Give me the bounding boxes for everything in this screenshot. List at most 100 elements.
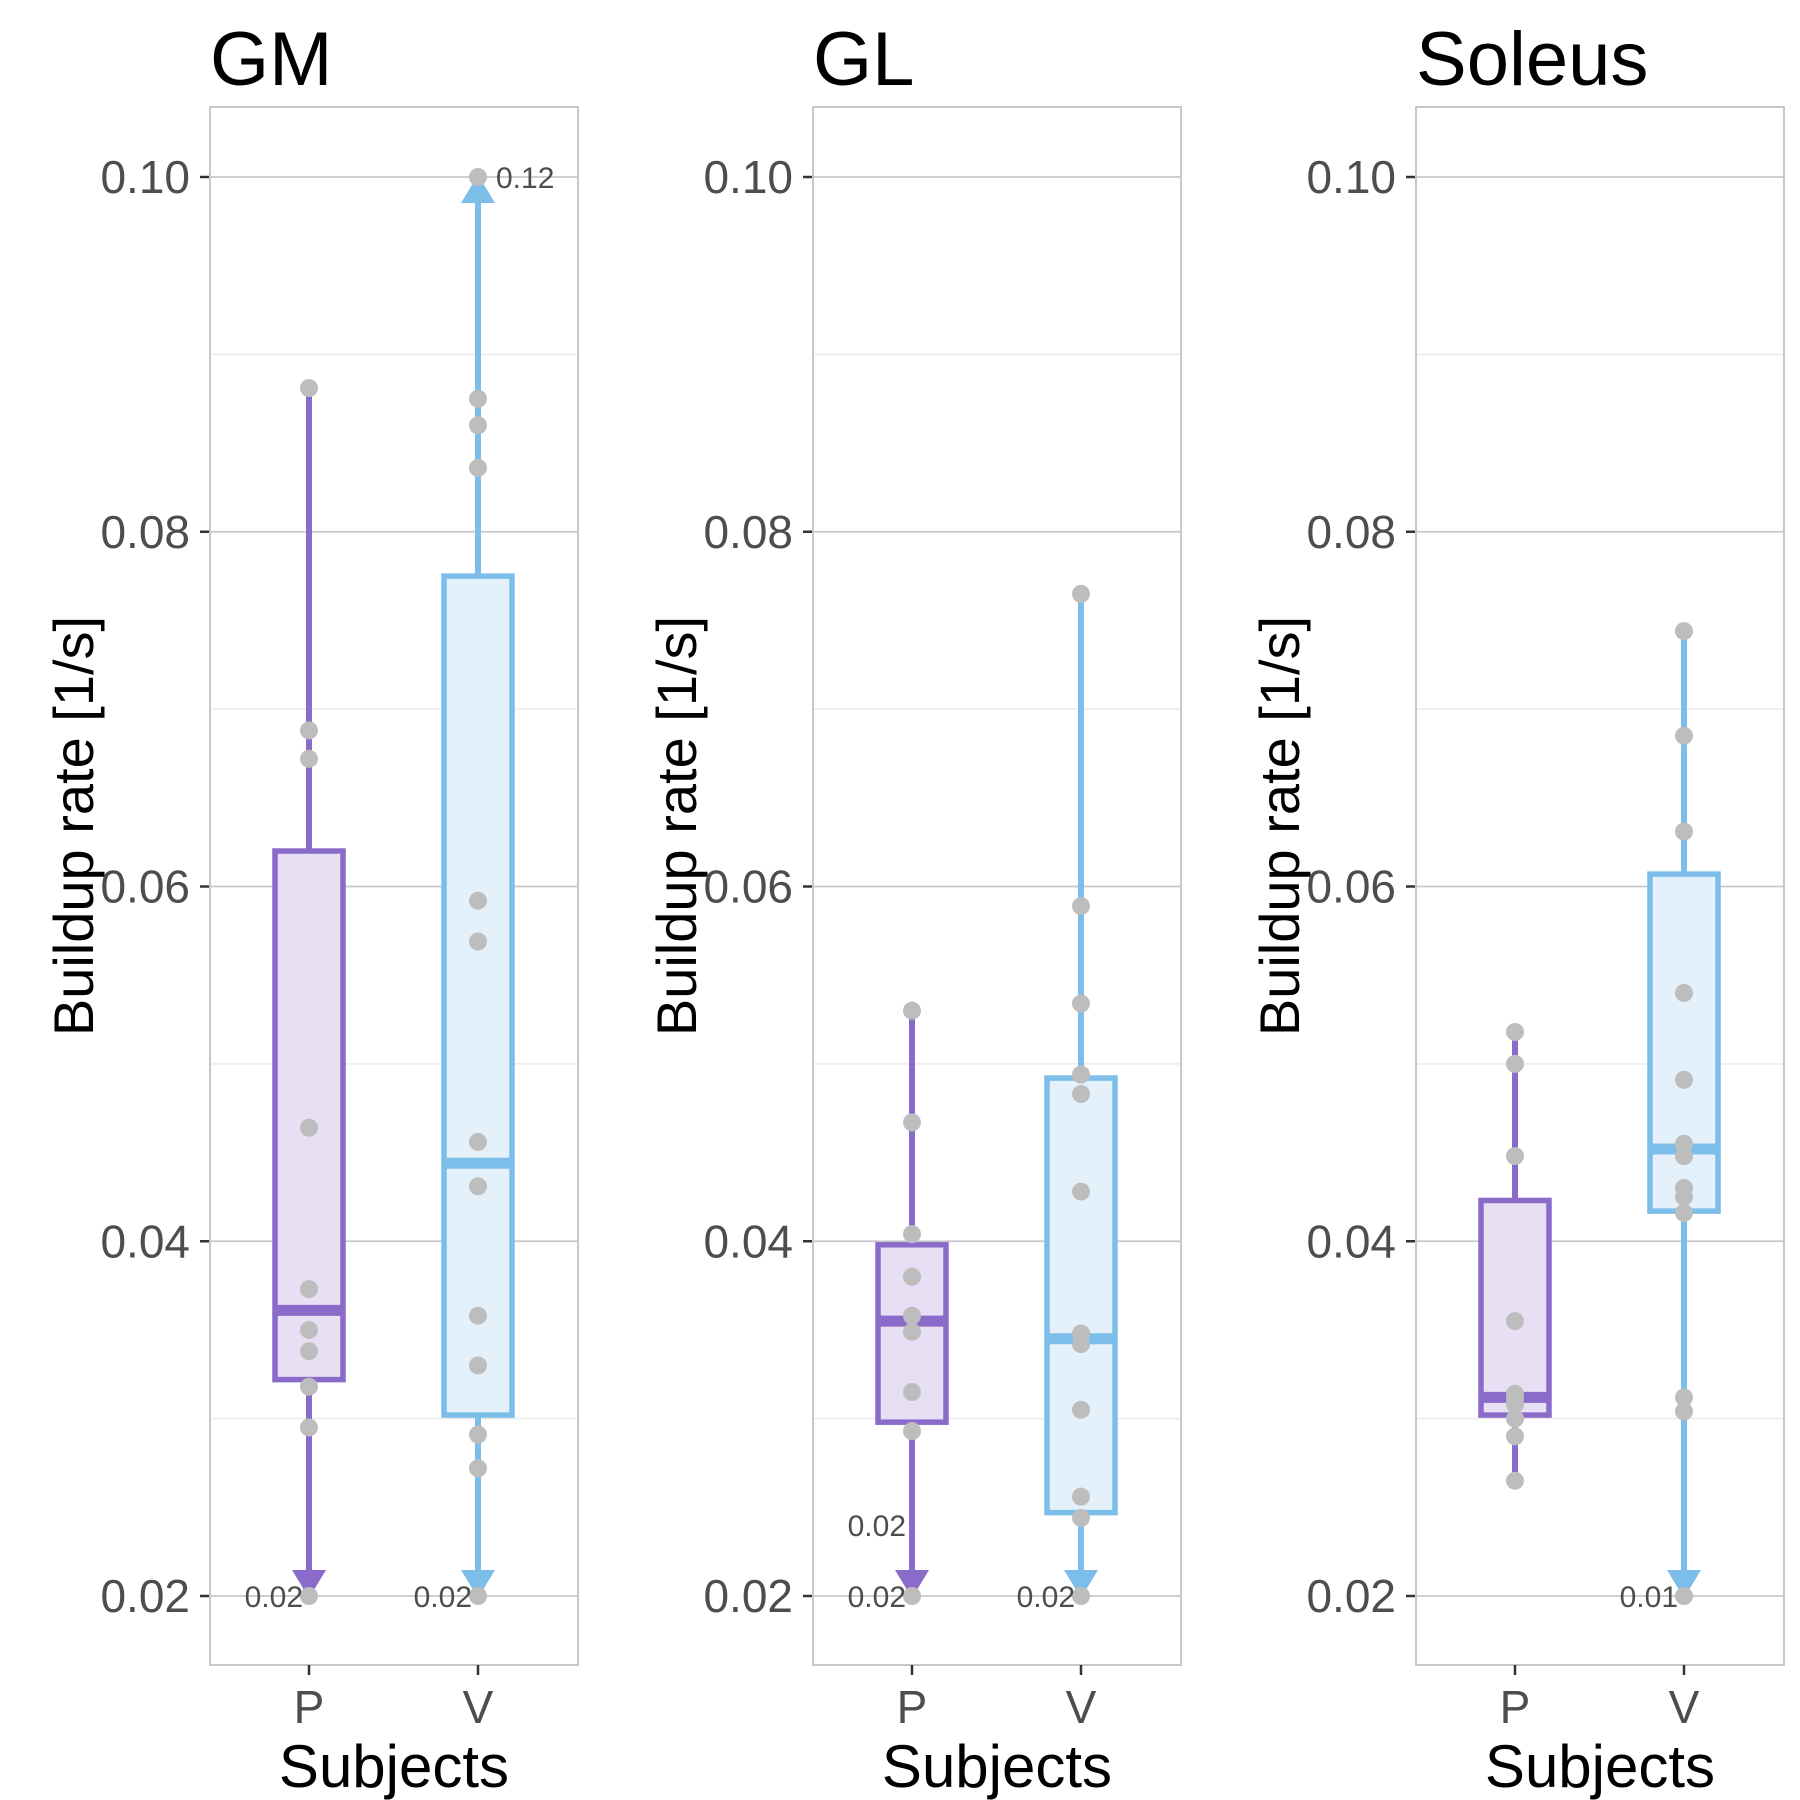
iqr-box — [1044, 1075, 1118, 1516]
data-point — [1675, 822, 1693, 841]
y-tick-label: 0.10 — [1306, 151, 1396, 203]
lower-arrow — [1064, 1570, 1098, 1598]
data-point — [1072, 1487, 1090, 1506]
x-axis-label: Subjects — [882, 1733, 1112, 1800]
x-axis-label: Subjects — [279, 1733, 509, 1800]
panel-title: GL — [813, 17, 914, 102]
box-v: 0.02 — [1017, 584, 1118, 1614]
panel-border — [1415, 106, 1785, 1666]
y-tick-label: 0.04 — [1306, 1215, 1396, 1267]
data-point — [903, 1587, 921, 1605]
y-tick-label: 0.08 — [703, 506, 793, 558]
y-tick-label: 0.06 — [703, 861, 793, 913]
data-point — [1072, 994, 1090, 1013]
x-tick-label-v: V — [463, 1681, 494, 1733]
y-tick-label: 0.06 — [100, 861, 190, 913]
data-point — [300, 1280, 318, 1299]
data-point — [1072, 1335, 1090, 1354]
data-point — [1506, 1409, 1524, 1428]
x-tick-label-p: P — [294, 1681, 325, 1733]
data-point — [469, 168, 487, 186]
y-tick-label: 0.08 — [1306, 506, 1396, 558]
y-axis-label: Buildup rate [1/s] — [645, 616, 708, 1036]
lower-arrow — [1667, 1570, 1701, 1598]
data-point — [469, 1356, 487, 1375]
data-point — [1675, 1587, 1693, 1605]
y-axis-label: Buildup rate [1/s] — [1248, 616, 1311, 1036]
data-point — [1675, 1203, 1693, 1222]
lower-arrow — [292, 1570, 326, 1598]
y-tick-label: 0.02 — [1306, 1570, 1396, 1622]
data-point — [903, 1306, 921, 1325]
data-point — [469, 458, 487, 477]
value-annotation: 0.02 — [1017, 1581, 1075, 1614]
iqr-box — [441, 573, 515, 1418]
box-p — [1478, 1022, 1552, 1490]
data-point — [300, 1377, 318, 1396]
data-point — [300, 1118, 318, 1137]
data-point — [469, 1306, 487, 1325]
data-point — [1675, 622, 1693, 641]
panel-gl: GL Buildup rate [1/s] 0.02 0.04 0.06 0.08 0.10… — [645, 17, 1182, 1800]
lower-arrow — [895, 1570, 929, 1598]
panel-soleus: Soleus Buildup rate [1/s] 0.02 0.04 0.06 0.08… — [1248, 17, 1785, 1800]
data-point — [903, 1225, 921, 1244]
value-annotation: 0.02 — [245, 1581, 303, 1614]
box-p: 0.02 0.02 — [848, 1001, 949, 1614]
y-tick-label: 0.02 — [703, 1570, 793, 1622]
data-point — [1506, 1471, 1524, 1490]
panel-gm: GM Buildup rate [1/s] 0.02 0.04 0.06 0.08 0.10… — [42, 17, 579, 1800]
data-point — [469, 1587, 487, 1605]
value-annotation: 0.12 — [496, 162, 554, 195]
data-point — [1072, 1085, 1090, 1104]
data-point — [903, 1422, 921, 1441]
iqr-box — [272, 848, 346, 1383]
value-annotation: 0.02 — [848, 1581, 906, 1614]
x-tick-label-v: V — [1066, 1681, 1097, 1733]
value-annotation: 0.01 — [1620, 1581, 1678, 1614]
x-tick-label-v: V — [1669, 1681, 1700, 1733]
data-point — [1072, 1065, 1090, 1084]
data-point — [903, 1383, 921, 1402]
data-point — [1506, 1427, 1524, 1446]
data-point — [469, 389, 487, 408]
x-tick-label-p: P — [1500, 1681, 1531, 1733]
data-point — [1072, 584, 1090, 603]
data-point — [469, 891, 487, 910]
panel-border — [812, 106, 1182, 1666]
data-point — [1675, 1147, 1693, 1166]
data-point — [1675, 1070, 1693, 1089]
data-point — [1675, 1402, 1693, 1421]
data-point — [300, 749, 318, 768]
y-tick-label: 0.10 — [100, 151, 190, 203]
data-point — [300, 721, 318, 740]
data-point — [1072, 1508, 1090, 1527]
y-tick-label: 0.06 — [1306, 861, 1396, 913]
data-point — [469, 1459, 487, 1478]
y-tick-label: 0.08 — [100, 506, 190, 558]
data-point — [1675, 1187, 1693, 1206]
iqr-box — [1478, 1197, 1552, 1418]
data-point — [903, 1267, 921, 1286]
upper-arrow — [461, 175, 495, 203]
y-tick-label: 0.10 — [703, 151, 793, 203]
panel-title: GM — [210, 17, 332, 102]
y-axis-label: Buildup rate [1/s] — [42, 616, 105, 1036]
x-axis-label: Subjects — [1485, 1733, 1715, 1800]
data-point — [1072, 1400, 1090, 1419]
box-v: 0.01 — [1620, 622, 1721, 1614]
data-point — [1072, 1587, 1090, 1605]
data-point — [300, 1342, 318, 1361]
lower-arrow — [461, 1570, 495, 1598]
data-point — [1675, 983, 1693, 1002]
data-point — [300, 1418, 318, 1437]
y-tick-label: 0.04 — [100, 1215, 190, 1267]
x-tick-label-p: P — [897, 1681, 928, 1733]
data-point — [300, 1587, 318, 1605]
data-point — [469, 416, 487, 435]
data-point — [1506, 1395, 1524, 1414]
box-v: 0.12 0.02 — [414, 162, 555, 1614]
data-point — [300, 379, 318, 398]
data-point — [1506, 1312, 1524, 1331]
